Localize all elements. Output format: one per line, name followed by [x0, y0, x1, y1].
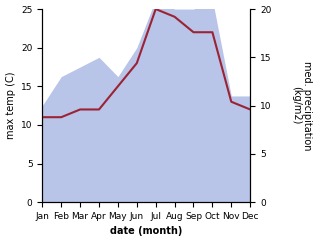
X-axis label: date (month): date (month) — [110, 227, 183, 236]
Y-axis label: max temp (C): max temp (C) — [5, 72, 16, 139]
Y-axis label: med. precipitation
(kg/m2): med. precipitation (kg/m2) — [291, 61, 313, 150]
